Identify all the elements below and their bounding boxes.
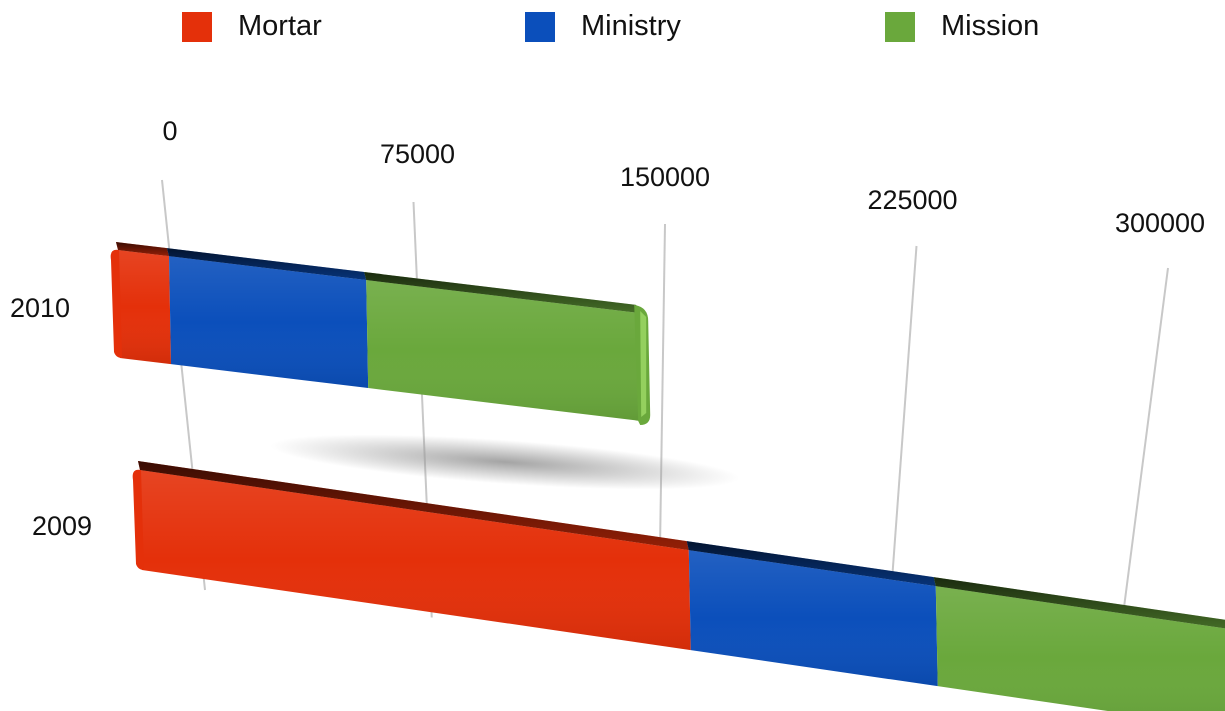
bar-start-cap-2009: [132, 469, 144, 570]
x-tick-label: 225000: [867, 185, 957, 215]
y-axis-categories: 2010 2009: [10, 293, 92, 541]
bar-segment-shade: [118, 250, 171, 365]
x-axis-ticks: 0 75000 150000 225000 300000: [162, 116, 1205, 238]
y-category-label: 2009: [32, 511, 92, 541]
x-tick-label: 300000: [1115, 208, 1205, 238]
bar-top-shade: [364, 272, 639, 313]
legend-item-mission: Mission: [885, 10, 1039, 43]
bar-group-2009: [132, 461, 1225, 711]
bar-end-highlight: [640, 310, 647, 417]
bar-shadow: [270, 434, 740, 490]
legend-label-mortar: Mortar: [238, 10, 322, 42]
legend-swatch-mission: [885, 11, 915, 42]
x-tick-label: 150000: [620, 162, 710, 192]
bar-segment-shade: [366, 280, 641, 421]
bar-top-shade: [138, 461, 689, 551]
legend-label-mission: Mission: [941, 10, 1040, 42]
legend-swatch-mortar: [182, 11, 212, 42]
bar-group-2010: [110, 242, 651, 425]
legend-item-mortar: Mortar: [182, 10, 322, 43]
bar-segment-shade: [688, 550, 938, 687]
bar-top-shade: [167, 248, 367, 281]
bar-segment-shade: [169, 256, 369, 389]
legend: Mortar Ministry Mission: [0, 10, 1225, 50]
legend-item-ministry: Ministry: [525, 10, 681, 43]
x-tick-label: 0: [162, 116, 177, 146]
bar-top-shade: [933, 577, 1225, 629]
legend-label-ministry: Ministry: [581, 10, 681, 42]
y-category-label: 2010: [10, 293, 70, 323]
bar-start-cap-2010: [110, 249, 122, 358]
legend-swatch-ministry: [525, 11, 555, 42]
bar-top-shade: [686, 541, 936, 587]
bar-segment-shade: [935, 586, 1225, 711]
bar-top-shade: [116, 242, 169, 257]
bars: [110, 242, 1225, 711]
bar-segment-shade: [140, 470, 691, 651]
x-tick-label: 75000: [380, 139, 455, 169]
